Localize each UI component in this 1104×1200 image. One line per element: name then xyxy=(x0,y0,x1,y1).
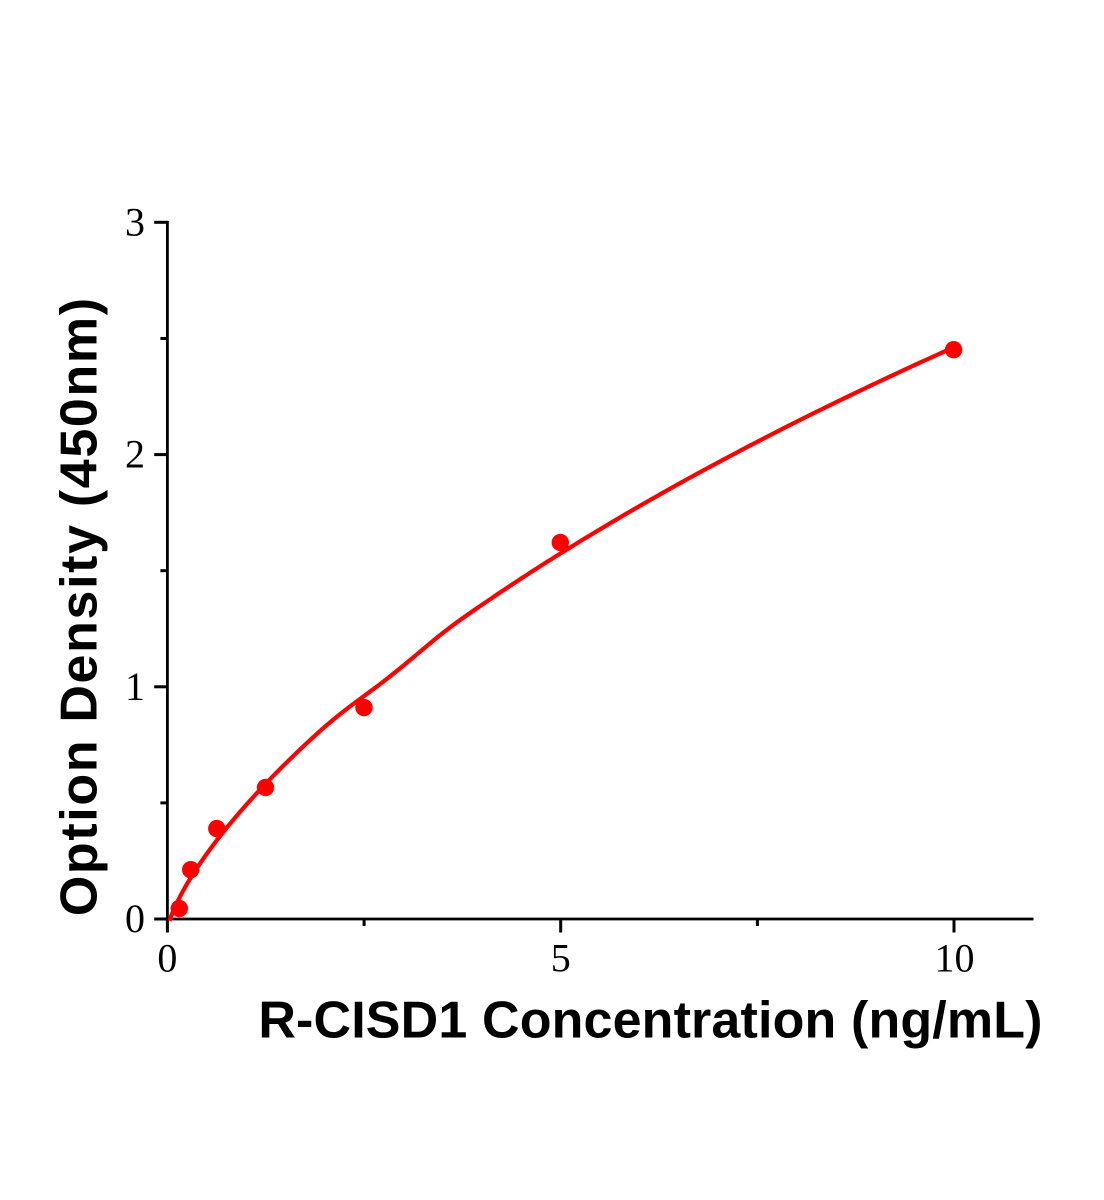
svg-text:0: 0 xyxy=(157,936,177,981)
svg-text:R-CISD1 Concentration (ng/mL): R-CISD1 Concentration (ng/mL) xyxy=(258,991,1042,1049)
svg-text:0: 0 xyxy=(125,896,145,941)
svg-text:10: 10 xyxy=(935,936,975,981)
svg-text:5: 5 xyxy=(551,936,571,981)
svg-text:3: 3 xyxy=(125,199,145,244)
svg-text:2: 2 xyxy=(125,432,145,477)
svg-text:Option Density (450nm): Option Density (450nm) xyxy=(51,296,109,916)
svg-text:1: 1 xyxy=(125,664,145,709)
